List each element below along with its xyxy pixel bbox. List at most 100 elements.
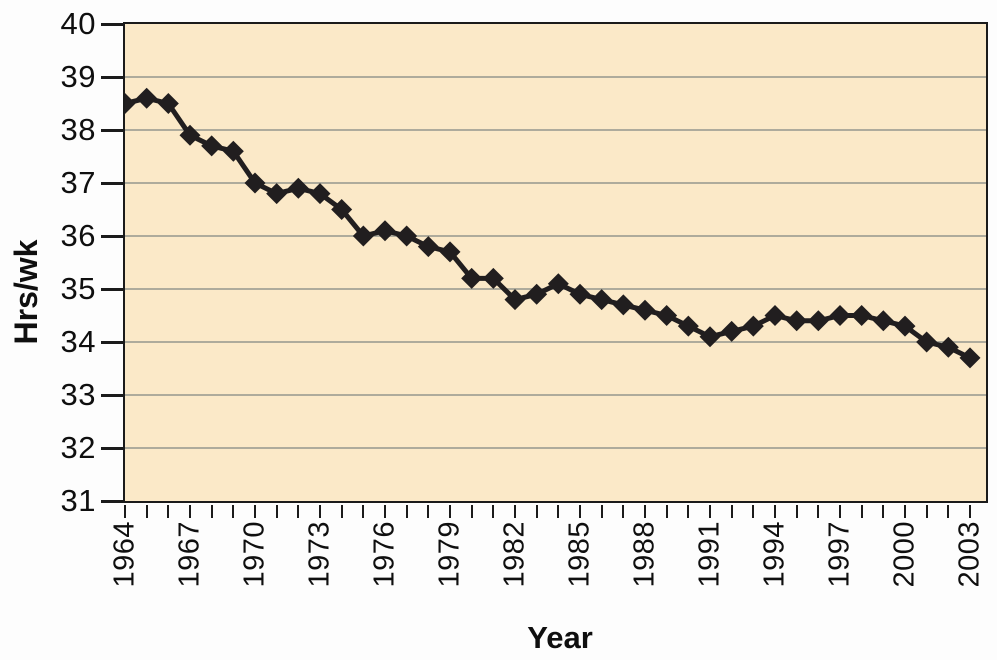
x-tick bbox=[427, 505, 430, 518]
x-tick-label: 1991 bbox=[693, 521, 726, 588]
x-tick-label: 1964 bbox=[108, 521, 141, 588]
y-tick bbox=[101, 181, 123, 185]
y-tick bbox=[101, 287, 123, 291]
data-point-marker bbox=[526, 283, 548, 305]
data-point-marker bbox=[504, 289, 526, 311]
x-tick bbox=[969, 505, 971, 518]
x-tick-label: 1976 bbox=[368, 521, 401, 588]
data-point-marker bbox=[179, 124, 201, 146]
x-tick bbox=[384, 505, 386, 518]
y-tick-label: 35 bbox=[60, 271, 96, 306]
data-point-marker bbox=[742, 315, 764, 337]
x-tick-label: 1982 bbox=[498, 521, 531, 588]
data-point-marker bbox=[894, 315, 916, 337]
data-point-marker bbox=[569, 283, 591, 305]
data-point-marker bbox=[656, 305, 678, 326]
data-point-marker bbox=[829, 305, 851, 326]
data-series-line bbox=[125, 95, 972, 361]
data-point-marker bbox=[721, 320, 743, 342]
line-series-svg bbox=[125, 76, 986, 449]
data-point-marker bbox=[352, 225, 374, 247]
x-tick bbox=[254, 505, 256, 518]
x-tick bbox=[189, 505, 191, 518]
x-tick bbox=[492, 505, 495, 518]
y-tick bbox=[101, 393, 123, 397]
x-tick bbox=[752, 505, 755, 518]
data-point-marker bbox=[287, 177, 309, 199]
y-tick-label: 38 bbox=[60, 112, 96, 147]
x-tick bbox=[232, 505, 235, 518]
data-point-marker bbox=[872, 310, 894, 332]
x-tick bbox=[579, 505, 581, 518]
data-point-marker bbox=[439, 241, 461, 263]
x-tick bbox=[665, 505, 668, 518]
data-point-marker bbox=[244, 172, 266, 194]
x-tick-label: 1973 bbox=[303, 521, 336, 588]
y-tick-label: 39 bbox=[60, 59, 96, 94]
x-tick-label: 2003 bbox=[953, 521, 986, 588]
data-point-marker bbox=[331, 199, 353, 220]
x-tick bbox=[514, 505, 516, 518]
x-tick bbox=[124, 505, 126, 518]
x-tick bbox=[297, 505, 300, 518]
y-tick-label: 37 bbox=[60, 165, 96, 200]
data-point-marker bbox=[764, 305, 786, 326]
data-point-marker bbox=[125, 93, 136, 114]
y-tick-label: 36 bbox=[60, 218, 96, 253]
x-tick-label: 1988 bbox=[628, 521, 661, 588]
data-point-marker bbox=[677, 315, 699, 337]
x-tick bbox=[730, 505, 733, 518]
y-tick-label: 40 bbox=[60, 6, 96, 41]
x-tick-label: 1979 bbox=[433, 521, 466, 588]
y-tick-label: 33 bbox=[60, 377, 96, 412]
data-point-marker bbox=[201, 135, 223, 157]
x-tick bbox=[622, 505, 625, 518]
data-point-marker bbox=[309, 183, 331, 205]
data-point-marker bbox=[786, 310, 808, 332]
y-tick bbox=[101, 340, 123, 344]
x-tick bbox=[709, 505, 711, 518]
data-point-marker bbox=[699, 326, 721, 348]
x-tick bbox=[275, 505, 278, 518]
y-tick bbox=[101, 128, 123, 132]
data-point-marker bbox=[547, 273, 569, 295]
data-point-marker bbox=[136, 87, 158, 109]
x-tick bbox=[210, 505, 213, 518]
x-tick bbox=[340, 505, 343, 518]
x-tick bbox=[167, 505, 170, 518]
plot-area bbox=[123, 22, 988, 503]
data-point-marker bbox=[482, 267, 504, 289]
data-point-marker bbox=[959, 347, 981, 369]
x-tick bbox=[817, 505, 820, 518]
data-point-marker bbox=[851, 305, 873, 326]
data-point-marker bbox=[417, 236, 439, 258]
x-tick bbox=[839, 505, 841, 518]
x-tick bbox=[882, 505, 885, 518]
x-tick-label: 1994 bbox=[758, 521, 791, 588]
x-tick bbox=[860, 505, 863, 518]
x-tick bbox=[319, 505, 321, 518]
x-tick bbox=[925, 505, 928, 518]
y-tick bbox=[101, 446, 123, 450]
x-tick bbox=[557, 505, 560, 518]
data-point-marker bbox=[266, 183, 288, 205]
x-tick bbox=[904, 505, 906, 518]
y-tick bbox=[101, 234, 123, 238]
y-tick-label: 34 bbox=[60, 324, 96, 359]
x-tick bbox=[644, 505, 646, 518]
data-point-marker bbox=[396, 225, 418, 247]
data-point-marker bbox=[807, 310, 829, 332]
x-tick bbox=[795, 505, 798, 518]
x-tick-label: 2000 bbox=[888, 521, 921, 588]
x-tick-label: 1997 bbox=[823, 521, 856, 588]
data-point-marker bbox=[461, 267, 483, 289]
data-point-marker bbox=[916, 331, 938, 353]
x-tick bbox=[687, 505, 690, 518]
y-tick-label: 32 bbox=[60, 430, 96, 465]
y-tick bbox=[101, 22, 123, 26]
y-tick bbox=[101, 75, 123, 79]
data-point-marker bbox=[937, 336, 959, 358]
x-tick-label: 1970 bbox=[238, 521, 271, 588]
x-tick bbox=[947, 505, 950, 518]
